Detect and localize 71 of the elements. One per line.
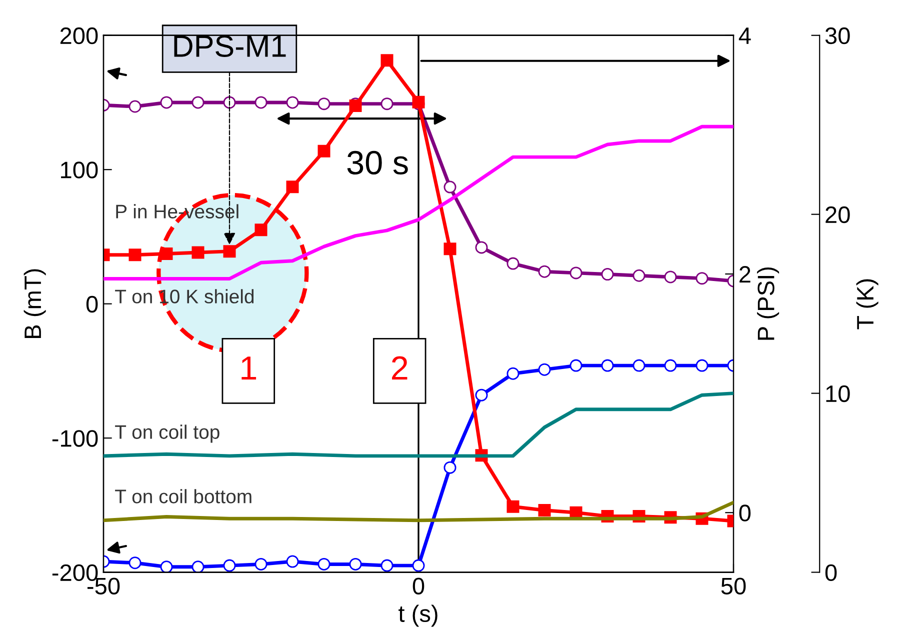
- point: [380, 98, 394, 110]
- point: [412, 559, 425, 572]
- y2-tick-label: 0: [739, 504, 751, 522]
- point: [160, 560, 173, 572]
- point: [696, 359, 708, 372]
- y-tick-label: 100: [61, 162, 98, 178]
- point: [254, 96, 268, 109]
- series-label: T on coil top: [115, 424, 220, 443]
- point: [349, 558, 362, 570]
- annotation: 30 s: [347, 150, 408, 175]
- x-tick-label: 0: [412, 578, 424, 594]
- point: [286, 180, 299, 194]
- point: [570, 359, 582, 372]
- point: [506, 500, 520, 513]
- point: [632, 269, 646, 282]
- x-tick-label: 50: [721, 578, 746, 594]
- point: [380, 559, 394, 572]
- annotation: DPS-M1: [174, 35, 286, 57]
- point: [444, 461, 456, 474]
- point: [160, 247, 173, 260]
- line-series: [104, 392, 734, 458]
- point: [254, 558, 268, 570]
- point: [318, 558, 330, 570]
- point: [160, 96, 173, 109]
- point: [380, 54, 394, 67]
- point: [538, 265, 551, 278]
- y2-axis-title: P (PSI): [757, 267, 780, 340]
- point: [506, 367, 520, 380]
- y3-tick-label: 0: [825, 564, 837, 582]
- point: [254, 224, 268, 236]
- y-axis-title: B (mT): [24, 269, 46, 338]
- point: [286, 555, 299, 568]
- annotation: 2: [392, 356, 408, 380]
- point: [632, 359, 646, 372]
- point: [128, 100, 142, 113]
- point: [696, 272, 708, 285]
- point: [664, 270, 677, 284]
- point: [601, 359, 614, 372]
- point: [475, 388, 488, 402]
- series-label: T on coil bottom: [115, 489, 252, 504]
- y-tick-label: 0: [86, 296, 98, 313]
- point: [444, 180, 456, 194]
- point: [475, 241, 488, 254]
- x-axis-title: t (s): [398, 604, 438, 627]
- y3-tick-label: 20: [826, 206, 850, 224]
- y3-tick-label: 10: [826, 385, 850, 402]
- y3-axis-title: T (K): [856, 279, 878, 330]
- point: [318, 144, 330, 158]
- y3-tick-label: 30: [825, 27, 850, 44]
- point: [128, 556, 142, 570]
- point: [601, 268, 614, 281]
- y-tick-label: -100: [52, 430, 98, 447]
- y2-tick-label: 4: [738, 28, 751, 44]
- point: [192, 246, 204, 259]
- point: [223, 245, 236, 258]
- annotation: 1: [242, 356, 256, 380]
- point: [223, 559, 236, 572]
- point: [506, 257, 520, 270]
- line-series: [104, 124, 734, 280]
- point: [286, 96, 299, 109]
- y-tick-label: 200: [60, 27, 98, 44]
- y2-tick-label: 2: [740, 266, 750, 283]
- point: [318, 98, 330, 110]
- point: [538, 504, 551, 516]
- point: [538, 363, 551, 376]
- point: [128, 248, 142, 262]
- point: [444, 242, 456, 256]
- point: [192, 96, 204, 109]
- point: [664, 359, 677, 372]
- point: [192, 560, 204, 572]
- point: [570, 266, 582, 280]
